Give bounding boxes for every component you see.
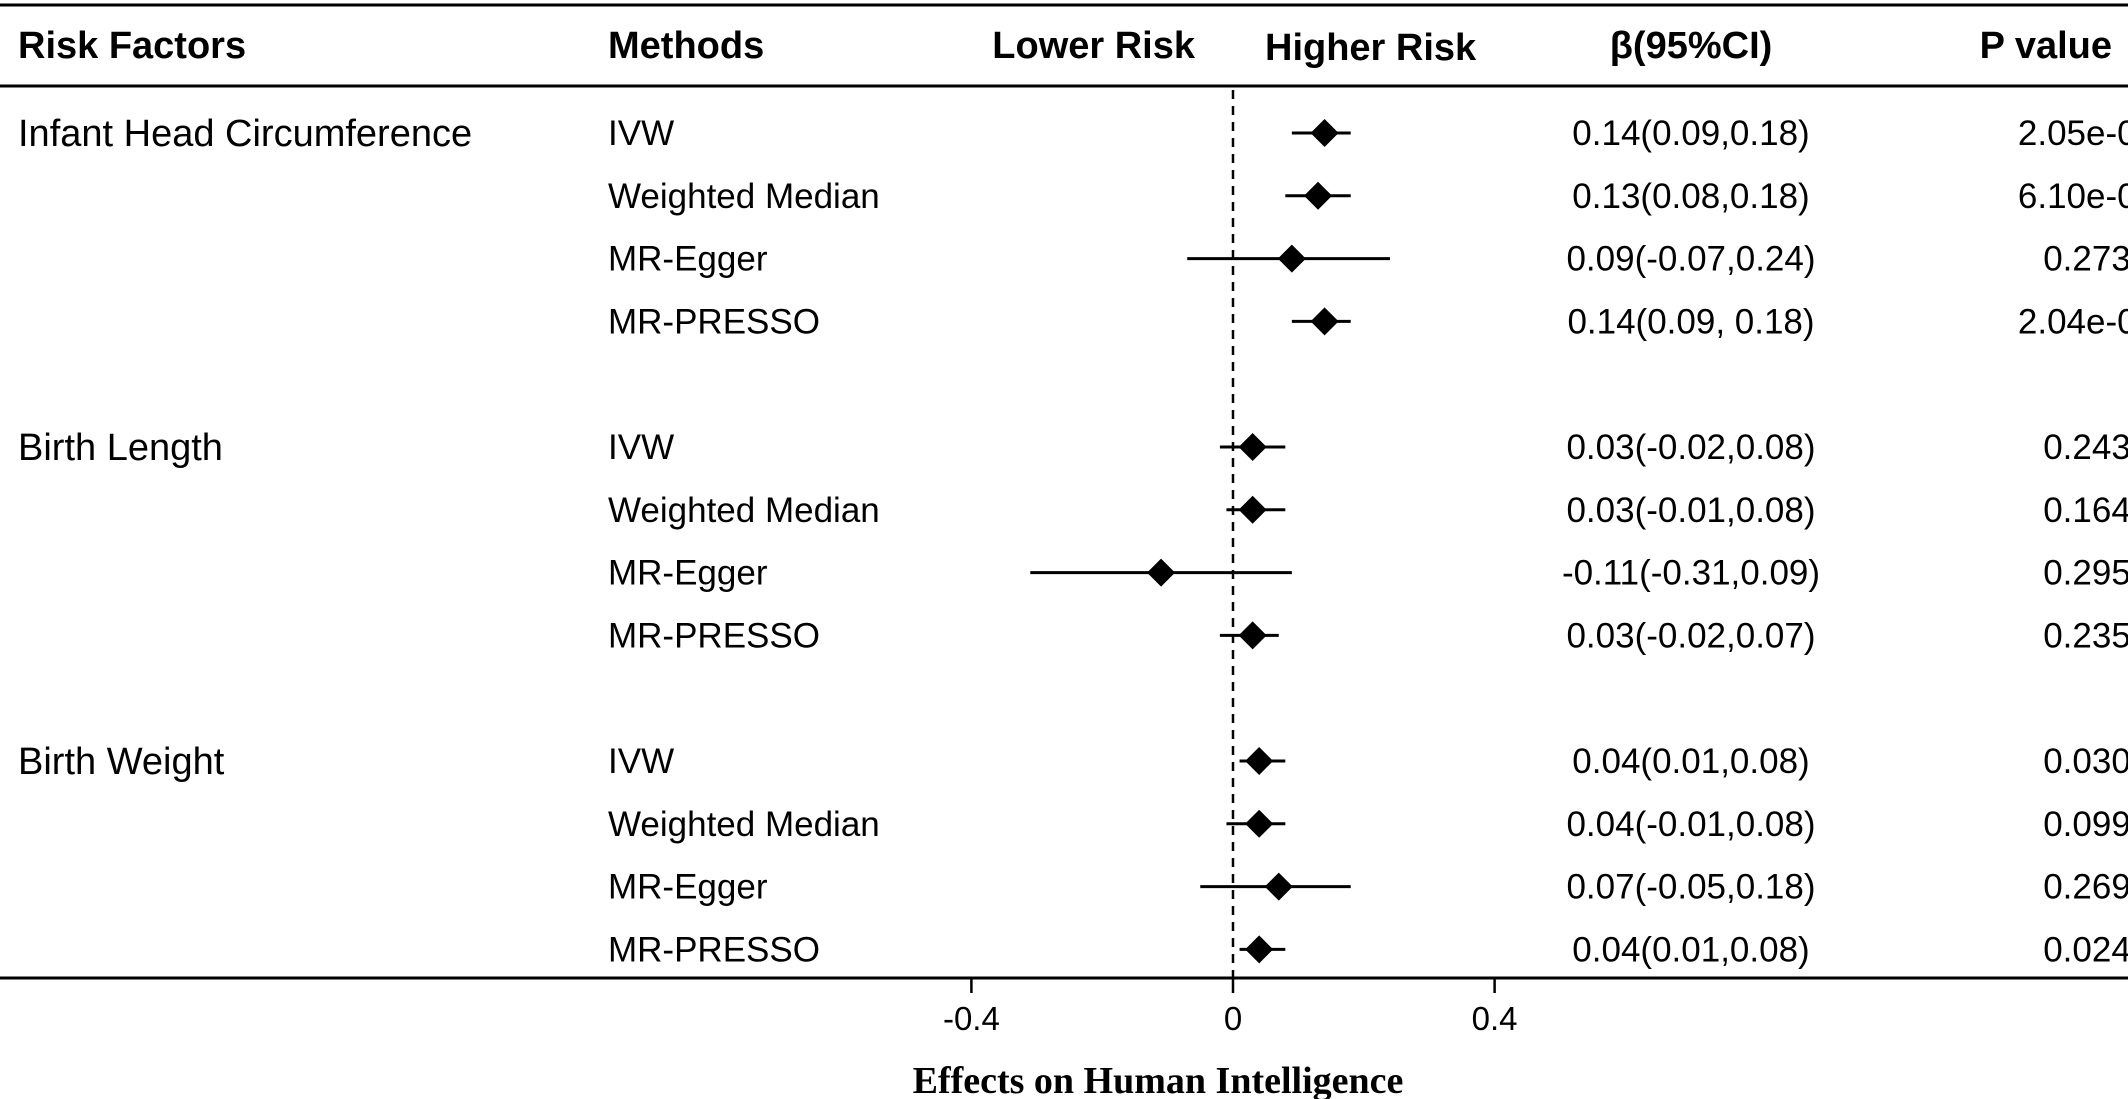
method-label: MR-Egger [608,240,768,279]
beta-ci-value: 0.09(-0.07,0.24) [1566,240,1815,279]
risk-factor-label: Birth Length [18,427,223,469]
method-label: Weighted Median [608,177,880,216]
beta-ci-value: 0.04(0.01,0.08) [1572,742,1809,781]
plot-marks [1030,119,1390,964]
header-lower-risk: Lower Risk [992,25,1196,67]
point-estimate-marker [1277,244,1306,273]
beta-ci-value: 0.14(0.09,0.18) [1572,114,1809,153]
beta-ci-value: 0.04(-0.01,0.08) [1566,805,1815,844]
p-value: 6.10e-08 [2018,177,2128,216]
point-estimate-marker [1310,119,1339,147]
beta-ci-value: 0.14(0.09, 0.18) [1567,302,1814,341]
point-estimate-marker [1264,872,1293,901]
p-value: 0.269 [2043,868,2128,907]
risk-factor-label: Birth Weight [18,741,225,783]
point-estimate-marker [1245,809,1274,838]
header-risk-factors: Risk Factors [18,25,246,67]
beta-ci-value: 0.03(-0.02,0.08) [1566,428,1815,467]
header-methods: Methods [608,25,764,67]
point-estimate-marker [1310,307,1339,336]
method-label: Weighted Median [608,491,880,530]
p-value: 0.099 [2043,805,2128,844]
beta-ci-value: 0.03(-0.02,0.07) [1566,616,1815,655]
point-estimate-marker [1245,935,1274,964]
x-tick-label: 0.4 [1472,1000,1518,1037]
header-p-value: P value [1980,25,2112,67]
beta-ci-value: 0.13(0.08,0.18) [1572,177,1809,216]
p-value: 0.235 [2043,616,2128,655]
beta-ci-value: 0.07(-0.05,0.18) [1566,868,1815,907]
header-beta-ci: β(95%CI) [1610,25,1773,67]
x-tick-label: -0.4 [943,1000,1000,1037]
point-estimate-marker [1147,558,1176,587]
method-label: MR-PRESSO [608,930,820,969]
table-rows: Infant Head Circumference IVW 0.14(0.09,0.… [18,113,2128,969]
method-label: Weighted Median [608,805,880,844]
x-axis-title: Effects on Human Intelligence [913,1060,1404,1099]
p-value: 0.295 [2043,554,2128,593]
p-value: 0.243 [2043,428,2128,467]
point-estimate-marker [1245,747,1274,775]
p-value: 2.04e-04 [2018,302,2128,341]
p-value: 0.030 [2043,742,2128,781]
p-value: 0.273 [2043,240,2128,279]
method-label: MR-PRESSO [608,616,820,655]
x-tick-label: 0 [1224,1000,1242,1037]
method-label: IVW [608,742,674,781]
beta-ci-value: -0.11(-0.31,0.09) [1562,554,1820,593]
point-estimate-marker [1238,621,1267,650]
point-estimate-marker [1238,433,1267,461]
p-value: 0.024 [2043,930,2128,969]
beta-ci-value: 0.04(0.01,0.08) [1572,930,1809,969]
method-label: MR-PRESSO [608,302,820,341]
method-label: IVW [608,428,674,467]
p-value: 0.164 [2043,491,2128,530]
x-axis: -0.4 0 0.4 [943,978,1518,1037]
method-label: MR-Egger [608,868,768,907]
beta-ci-value: 0.03(-0.01,0.08) [1566,491,1815,530]
point-estimate-marker [1238,495,1267,524]
risk-factor-label: Infant Head Circumference [18,113,472,155]
point-estimate-marker [1304,181,1333,210]
method-label: MR-Egger [608,554,768,593]
method-label: IVW [608,114,674,153]
header-higher-risk: Higher Risk [1265,27,1477,69]
p-value: 2.05e-09 [2018,114,2128,153]
